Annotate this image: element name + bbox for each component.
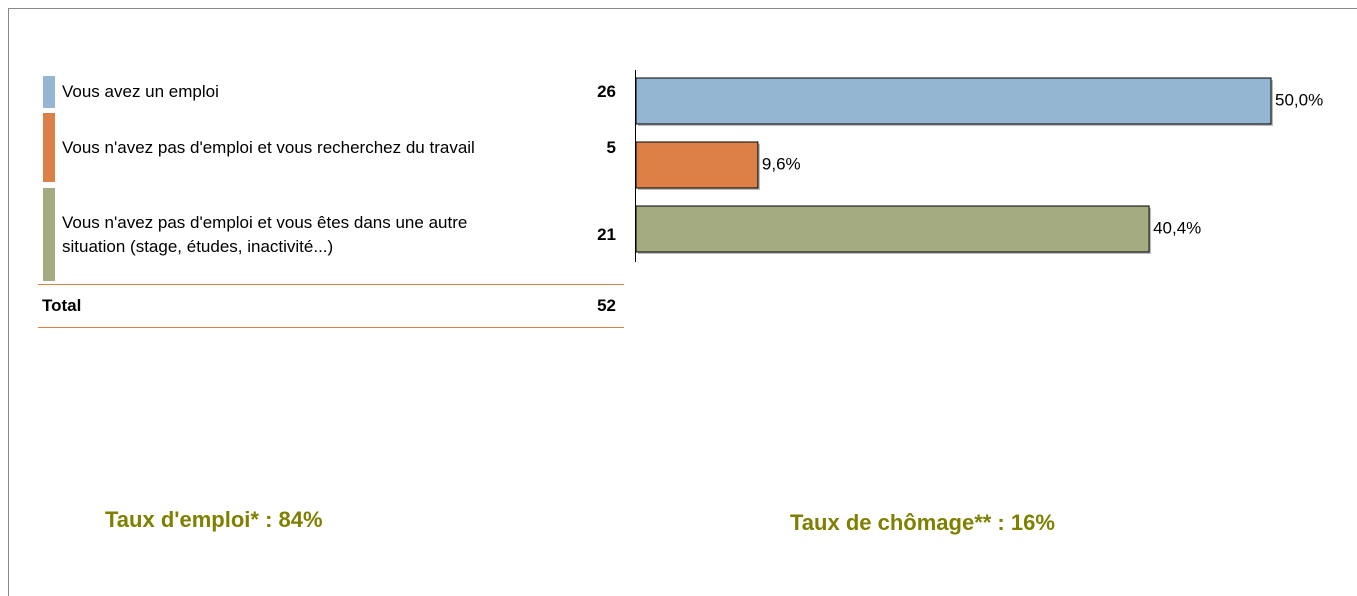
value-label: 50,0% — [1275, 90, 1323, 109]
total-count: 52 — [597, 296, 616, 315]
count: 26 — [597, 82, 616, 101]
value-label: 9,6% — [762, 154, 801, 173]
table-row: Vous n'avez pas d'emploi et vous êtes da… — [38, 186, 624, 283]
value-label: 40,4% — [1153, 218, 1201, 237]
category-label: Vous n'avez pas d'emploi et vous êtes da… — [62, 212, 468, 256]
bar — [635, 141, 759, 189]
category-label: Vous n'avez pas d'emploi et vous recherc… — [62, 137, 475, 157]
frame — [8, 8, 1357, 596]
count: 21 — [597, 224, 616, 244]
employment-rate: Taux d'emploi* : 84% — [105, 507, 323, 532]
total-row: Total 52 — [38, 284, 624, 328]
bar — [635, 77, 1272, 125]
total-label: Total — [42, 296, 82, 315]
bar — [635, 205, 1150, 253]
table-row: Vous n'avez pas d'emploi et vous recherc… — [38, 111, 624, 184]
unemployment-rate: Taux de chômage** : 16% — [790, 510, 1055, 535]
swatch — [43, 76, 55, 108]
count: 5 — [606, 137, 616, 157]
category-label: Vous avez un emploi — [62, 82, 219, 101]
table-row: Vous avez un emploi 26 — [38, 74, 624, 110]
swatch — [43, 113, 55, 182]
swatch — [43, 188, 55, 281]
